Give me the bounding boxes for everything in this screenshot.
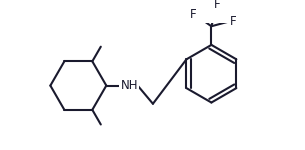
Text: F: F [214,0,221,11]
Text: F: F [229,15,236,28]
Text: F: F [190,8,197,21]
Text: NH: NH [120,79,138,92]
